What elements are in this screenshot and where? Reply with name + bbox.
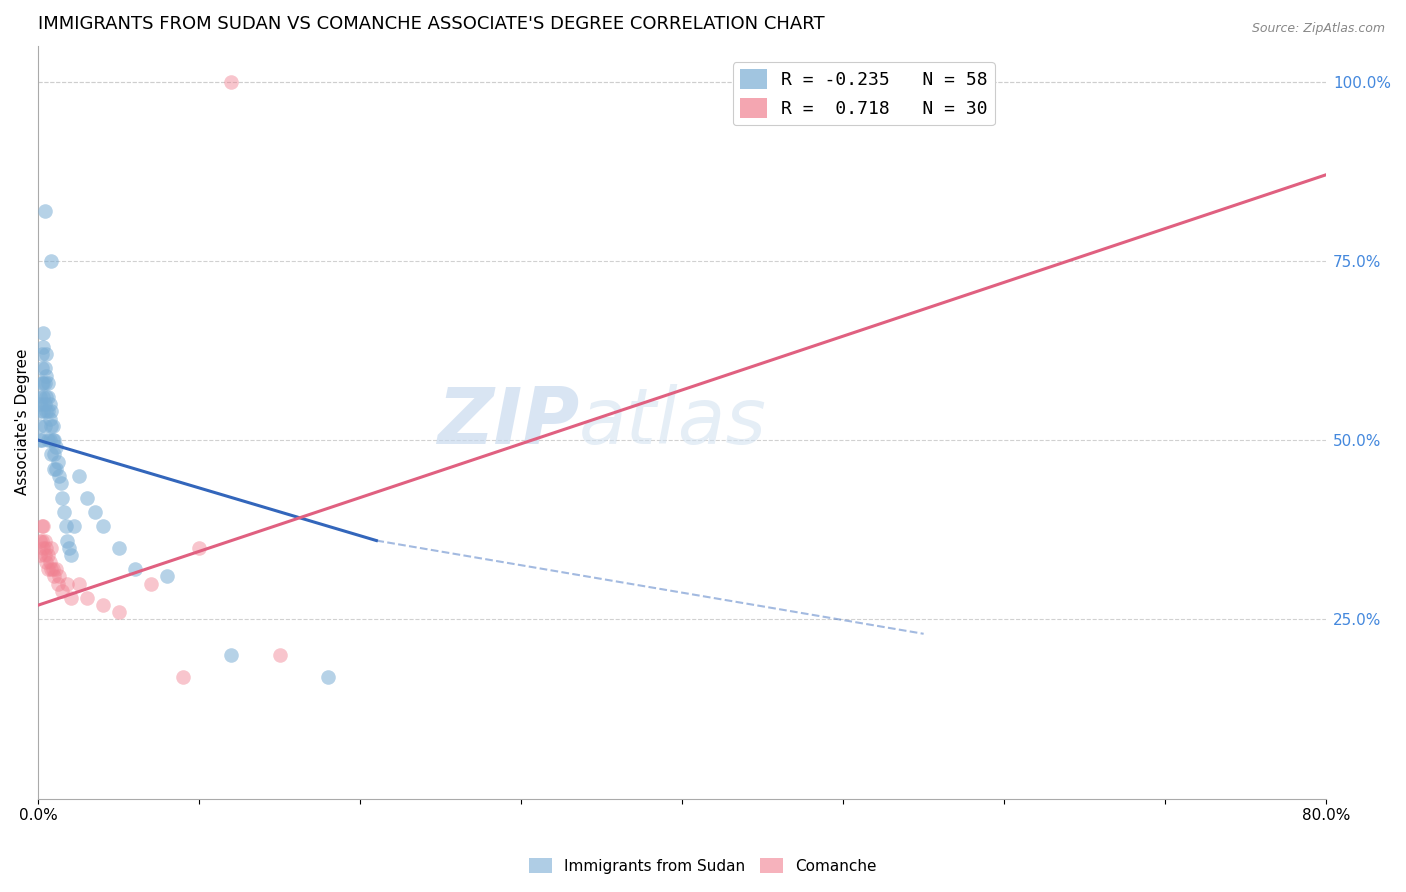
Point [46,455,69,469]
Point [45,440,67,454]
Point [39,418,62,433]
Point [76,591,98,605]
Point [48,469,70,483]
Point [55,519,77,533]
Point [59,548,82,562]
Point [269,648,291,663]
Point [62,519,84,533]
Point [67,469,90,483]
Point [39,404,62,418]
Point [48,569,70,583]
Point [37,376,59,390]
Point [59,591,82,605]
Point [44,462,66,476]
Point [67,576,90,591]
Point [28,397,51,411]
Text: Source: ZipAtlas.com: Source: ZipAtlas.com [1251,22,1385,36]
Point [37,404,59,418]
Point [44,448,66,462]
Point [42,562,65,576]
Point [35,555,58,569]
Legend: R = -0.235   N = 58, R =  0.718   N = 30: R = -0.235 N = 58, R = 0.718 N = 30 [733,62,995,126]
Point [34,418,56,433]
Point [32,340,55,354]
Point [39,448,62,462]
Point [172,670,194,684]
Point [108,605,131,619]
Point [37,562,59,576]
Point [108,541,131,555]
Point [45,462,67,476]
Point [45,562,67,576]
Point [124,562,146,576]
Point [34,548,56,562]
Point [51,491,73,505]
Point [188,541,211,555]
Point [56,576,79,591]
Point [56,533,79,548]
Point [35,404,58,418]
Point [28,548,51,562]
Point [316,670,339,684]
Point [31,347,53,361]
Point [28,404,51,418]
Point [32,404,55,418]
Text: atlas: atlas [579,384,768,460]
Point [221,74,243,88]
Point [39,253,62,268]
Point [91,519,114,533]
Point [51,583,73,598]
Point [32,376,55,390]
Point [32,541,55,555]
Point [44,433,66,447]
Point [35,390,58,404]
Point [38,411,60,425]
Point [32,519,55,533]
Point [39,541,62,555]
Point [38,397,60,411]
Text: IMMIGRANTS FROM SUDAN VS COMANCHE ASSOCIATE'S DEGREE CORRELATION CHART: IMMIGRANTS FROM SUDAN VS COMANCHE ASSOCI… [38,15,825,33]
Point [49,476,72,491]
Point [28,533,51,548]
Point [156,569,179,583]
Point [221,648,243,663]
Point [35,368,58,383]
Point [31,519,53,533]
Point [34,203,56,218]
Point [35,541,58,555]
Point [34,397,56,411]
Point [32,390,55,404]
Point [28,390,51,404]
Point [38,433,60,447]
Point [34,376,56,390]
Point [32,326,55,340]
Text: ZIP: ZIP [437,384,579,460]
Point [28,418,51,433]
Point [28,433,51,447]
Point [37,548,59,562]
Point [34,361,56,376]
Point [37,390,59,404]
Point [31,533,53,548]
Point [83,505,105,519]
Y-axis label: Associate's Degree: Associate's Degree [15,349,30,495]
Point [37,433,59,447]
Legend: Immigrants from Sudan, Comanche: Immigrants from Sudan, Comanche [523,852,883,880]
Point [42,433,65,447]
Point [139,576,162,591]
Point [31,376,53,390]
Point [53,505,76,519]
Point [91,598,114,612]
Point [58,541,80,555]
Point [31,361,53,376]
Point [44,569,66,583]
Point [34,533,56,548]
Point [38,555,60,569]
Point [35,347,58,361]
Point [42,418,65,433]
Point [39,562,62,576]
Point [76,491,98,505]
Point [46,576,69,591]
Point [31,433,53,447]
